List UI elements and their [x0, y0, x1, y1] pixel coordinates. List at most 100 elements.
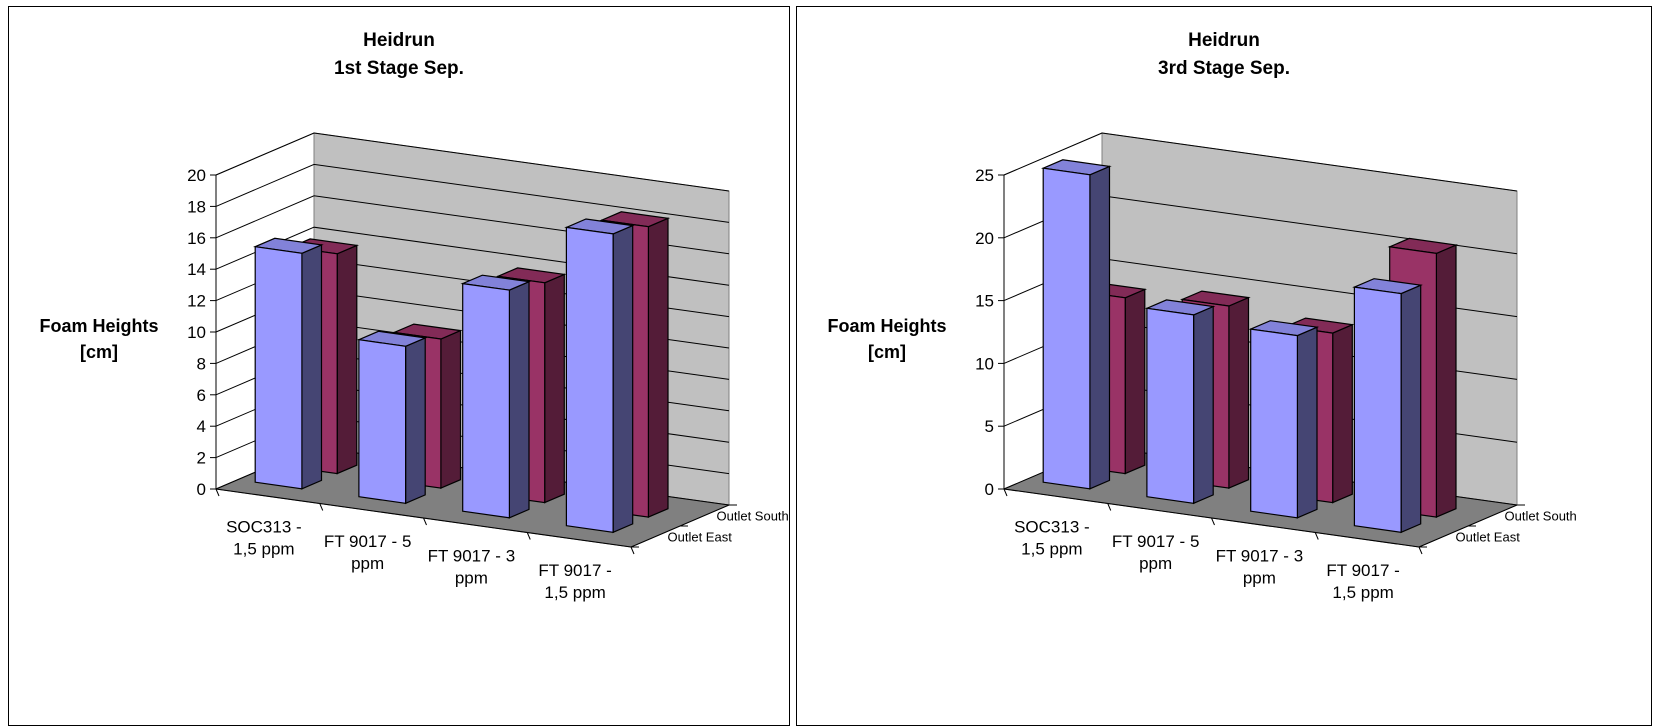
- y-tick-label: 20: [187, 166, 206, 185]
- x-tick-mark: [1003, 488, 1008, 497]
- x-tick-label-line: ppm: [351, 554, 384, 573]
- x-tick-label-line: FT 9017 - 5: [1112, 532, 1200, 551]
- y-tick-label: 12: [187, 292, 206, 311]
- chart-panel-1st-stage: Heidrun 1st Stage Sep. Foam Heights [cm]…: [8, 6, 790, 726]
- y-axis-label-line2: [cm]: [867, 342, 906, 362]
- x-tick-label-line: ppm: [455, 568, 488, 587]
- x-tick-label: FT 9017 - 5 ppm: [324, 532, 412, 573]
- x-tick-label-line: FT 9017 -: [1326, 561, 1399, 580]
- bar-side: [612, 224, 634, 534]
- y-tick-label: 2: [197, 449, 206, 468]
- x-tick-label-line: SOC313 -: [1014, 517, 1090, 536]
- bar-outlet-east: [1144, 299, 1216, 505]
- gridline: [215, 132, 730, 192]
- x-tick-label: FT 9017 - 5 ppm: [1112, 532, 1200, 573]
- x-tick-label: FT 9017 - 3 ppm: [428, 546, 516, 587]
- x-tick-label: SOC313 - 1,5 ppm: [1014, 517, 1090, 558]
- bar-front: [1042, 167, 1091, 490]
- bar-side: [440, 329, 462, 490]
- y-axis-label-line1: Foam Heights: [39, 316, 159, 336]
- x-tick-label-line: FT 9017 - 3: [1216, 546, 1304, 565]
- y-tick-label: 8: [197, 354, 206, 373]
- y-tick-label: 0: [985, 480, 994, 499]
- x-tick-label: SOC313 - 1,5 ppm: [226, 517, 302, 558]
- x-tick-mark: [526, 532, 531, 540]
- bar-side: [1089, 165, 1111, 490]
- y-tick-label: 10: [187, 323, 206, 342]
- bar-front: [1146, 307, 1195, 504]
- x-tick-mark: [630, 546, 635, 555]
- bar-outlet-east: [1352, 278, 1423, 534]
- chart-title-line1: Heidrun: [363, 30, 435, 51]
- x-tick-label-line: 1,5 ppm: [1332, 583, 1393, 602]
- bar-outlet-east: [564, 218, 635, 534]
- chart-title: Heidrun 3rd Stage Sep.: [797, 27, 1651, 83]
- bar-outlet-east: [356, 330, 428, 505]
- x-tick-mark: [1211, 517, 1215, 526]
- chart-title-line2: 1st Stage Sep.: [334, 58, 464, 79]
- y-axis-label: Foam Heights [cm]: [812, 313, 962, 365]
- y-tick-label: 25: [975, 166, 994, 185]
- x-tick-mark: [1107, 503, 1112, 511]
- chart-title-line1: Heidrun: [1188, 30, 1260, 51]
- x-tick-label-line: ppm: [1243, 568, 1276, 587]
- y-tick-label: 0: [197, 480, 206, 499]
- depth-label: Outlet South: [1505, 509, 1577, 524]
- x-tick-label: FT 9017 - 3 ppm: [1216, 546, 1304, 587]
- x-tick-label-line: 1,5 ppm: [233, 539, 294, 558]
- bar-side: [1228, 296, 1250, 490]
- depth-label: Outlet East: [668, 530, 733, 545]
- bar-side: [1332, 323, 1353, 504]
- bar-side: [1400, 284, 1422, 534]
- x-tick-label: FT 9017 - 1,5 ppm: [538, 561, 611, 602]
- x-tick-label-line: SOC313 -: [226, 517, 302, 536]
- y-tick-label: 4: [197, 417, 206, 436]
- chart-panel-3rd-stage: Heidrun 3rd Stage Sep. Foam Heights [cm]…: [796, 6, 1652, 726]
- depth-label: Outlet East: [1456, 530, 1521, 545]
- bar-outlet-east: [252, 237, 324, 490]
- bar-front: [565, 226, 614, 533]
- chart-title-line2: 3rd Stage Sep.: [1158, 58, 1290, 79]
- y-axis-label-line2: [cm]: [79, 342, 118, 362]
- x-tick-mark: [319, 503, 324, 511]
- x-tick-label: FT 9017 - 1,5 ppm: [1326, 561, 1399, 602]
- y-tick-label: 5: [985, 417, 994, 436]
- bar-outlet-east: [1248, 320, 1320, 519]
- bar-side: [405, 336, 426, 505]
- bar-side: [301, 243, 323, 490]
- y-tick-label: 18: [187, 197, 206, 216]
- y-axis-label-line1: Foam Heights: [827, 316, 947, 336]
- bar-side: [508, 280, 530, 519]
- x-tick-mark: [423, 517, 427, 526]
- bar-front: [1250, 328, 1298, 519]
- bar-side: [1296, 326, 1318, 519]
- bar-side: [336, 244, 358, 475]
- y-tick-label: 20: [975, 229, 994, 248]
- bar-side: [1124, 288, 1146, 475]
- x-tick-label-line: ppm: [1139, 554, 1172, 573]
- y-axis-label: Foam Heights [cm]: [24, 313, 174, 365]
- gridline: [1003, 132, 1518, 192]
- y-tick-label: 10: [975, 354, 994, 373]
- x-tick-label-line: FT 9017 -: [538, 561, 611, 580]
- chart-title: Heidrun 1st Stage Sep.: [9, 27, 789, 83]
- bar-side: [1435, 244, 1457, 519]
- depth-label: Outlet South: [717, 509, 789, 524]
- y-tick-label: 14: [187, 260, 206, 279]
- x-tick-mark: [1418, 546, 1423, 555]
- x-tick-label-line: 1,5 ppm: [1021, 539, 1082, 558]
- bar-outlet-east: [1040, 159, 1112, 490]
- bar-front: [462, 282, 510, 519]
- bar-front: [254, 246, 303, 490]
- bar-front: [358, 339, 407, 504]
- bar-side: [1193, 305, 1214, 505]
- y-tick-label: 15: [975, 292, 994, 311]
- x-tick-mark: [1314, 532, 1319, 540]
- bar-front: [1353, 286, 1402, 533]
- x-tick-label-line: 1,5 ppm: [544, 583, 605, 602]
- bar-side: [544, 273, 565, 504]
- bar-side: [647, 217, 669, 519]
- x-tick-label-line: FT 9017 - 3: [428, 546, 516, 565]
